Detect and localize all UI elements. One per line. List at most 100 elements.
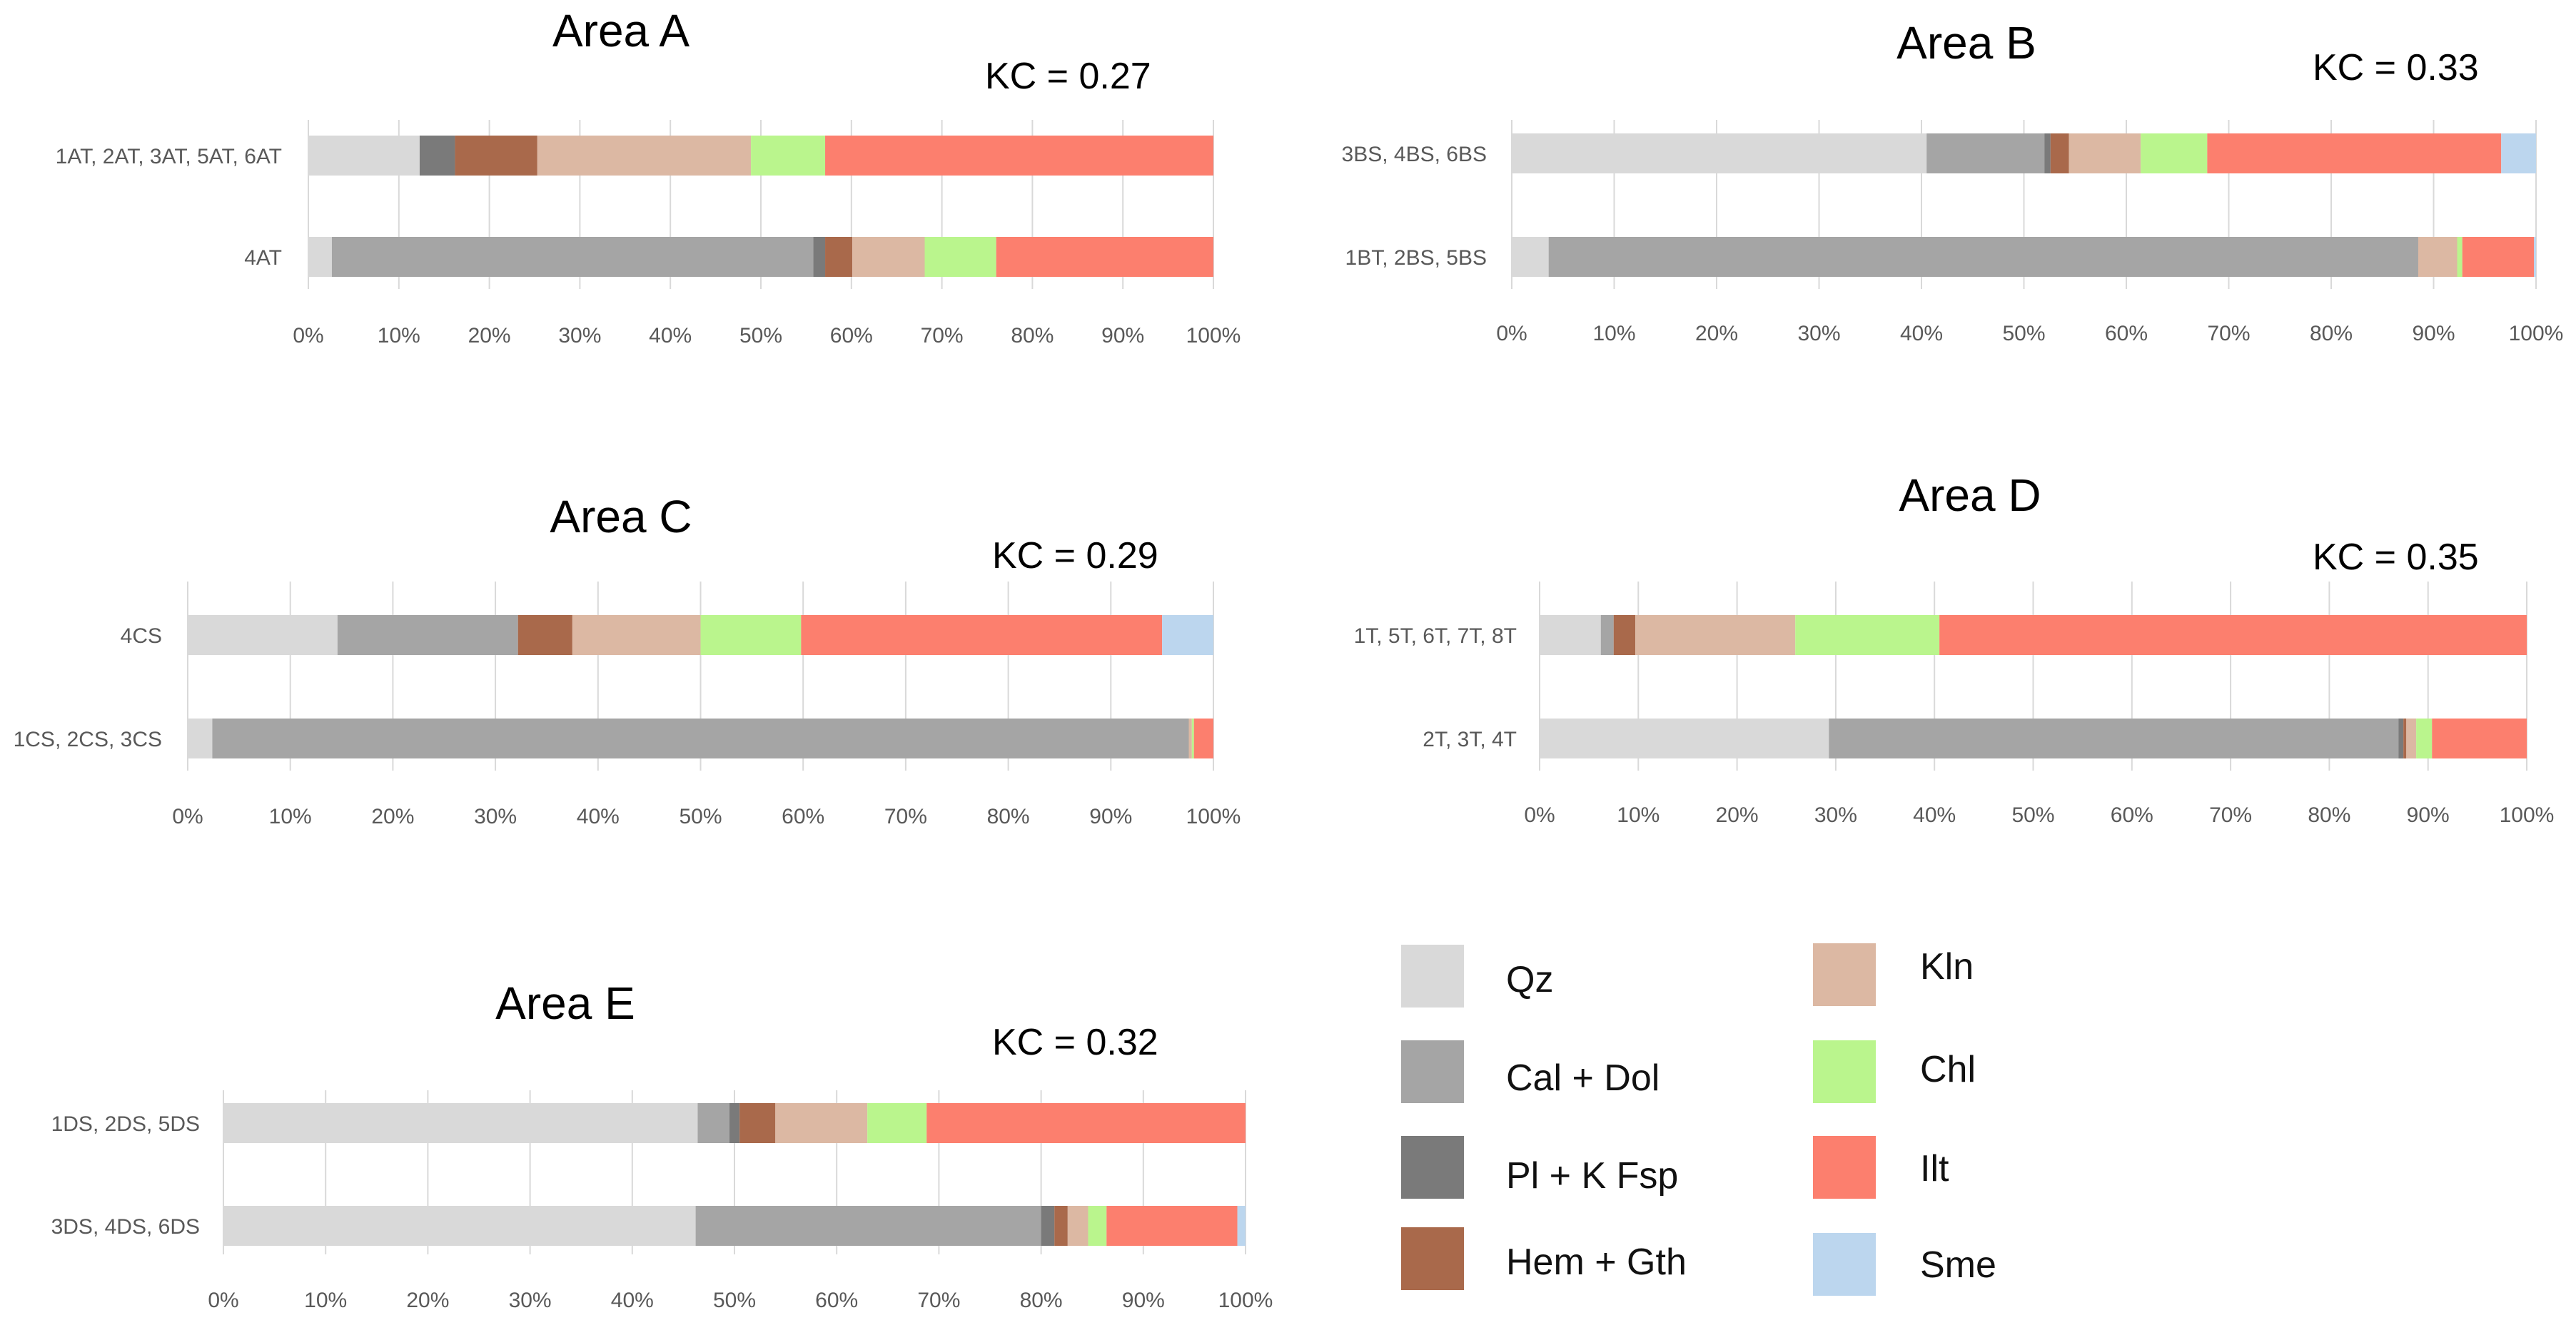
bar-segment-cal-dol: [212, 719, 1189, 758]
x-tick-label: 80%: [1011, 324, 1054, 347]
x-tick-label: 20%: [1695, 322, 1738, 345]
x-tick-label: 40%: [611, 1289, 654, 1312]
legend-item-sme: Sme: [1813, 1233, 1996, 1296]
x-tick-label: 0%: [172, 805, 203, 828]
x-tick-label: 90%: [1122, 1289, 1165, 1312]
bar-segment-ilt: [926, 1103, 1246, 1143]
bar-segment-qz: [223, 1103, 698, 1143]
panel-title: Area D: [1899, 469, 2041, 521]
x-tick-label: 30%: [1797, 322, 1840, 345]
x-tick-label: 40%: [649, 324, 692, 347]
bar-segment-sme: [2501, 133, 2536, 173]
bar-segment-qz: [1540, 719, 1829, 758]
bar-segment-qz: [1540, 615, 1601, 655]
bar-segment-ilt: [1939, 615, 2527, 655]
x-tick-label: 40%: [577, 805, 620, 828]
legend-item-pl-kfsp: Pl + K Fsp: [1401, 1136, 1678, 1199]
bar-segment-chl: [1191, 719, 1194, 758]
legend-item-qz: Qz: [1401, 945, 1553, 1007]
panel-title: Area A: [552, 5, 690, 56]
category-label: 1DS, 2DS, 5DS: [51, 1112, 200, 1136]
bar-segment-hem-gth: [2403, 719, 2407, 758]
bar-segment-hem-gth: [825, 237, 853, 277]
bar-segment-kln: [1635, 615, 1796, 655]
panel-area-d: 0% 10% 20% 30% 40% 50% 60% 70% 80% 90% 100% Area D K…: [1354, 469, 2555, 827]
category-label: 4CS: [121, 624, 162, 648]
legend-label-chl: Chl: [1920, 1049, 1976, 1090]
x-tick-label: 60%: [2105, 322, 2148, 345]
legend-item-cal-dol: Cal + Dol: [1401, 1040, 1660, 1103]
bar-segment-sme: [1162, 615, 1213, 655]
bar-segment-qz: [308, 237, 332, 277]
x-tick-label: 50%: [739, 324, 782, 347]
bar-segment-pl-k-fsp: [2044, 133, 2051, 173]
panel-title: Area B: [1896, 17, 2036, 68]
x-tick-label: 100%: [1218, 1289, 1273, 1312]
bar-segment-cal-dol: [1548, 237, 2418, 277]
kc-annotation: KC = 0.32: [992, 1022, 1158, 1063]
bar-segment-kln: [2418, 237, 2458, 277]
x-tick-label: 10%: [1617, 803, 1660, 827]
bar-segment-chl: [2141, 133, 2208, 173]
x-tick-label: 10%: [269, 805, 312, 828]
panel-area-e: 0% 10% 20% 30% 40% 50% 60% 70% 80% 90% 100% Area E K…: [51, 978, 1273, 1312]
bar-segment-qz: [188, 719, 213, 758]
x-tick-label: 80%: [2310, 322, 2353, 345]
x-tick-label: 0%: [208, 1289, 238, 1312]
bar-segment-qz: [1512, 133, 1927, 173]
x-tick-label: 20%: [468, 324, 511, 347]
bar-segment-chl: [751, 136, 826, 176]
panel-title: Area E: [495, 978, 635, 1029]
bar-segment-cal-dol: [697, 1103, 729, 1143]
bar-segment-kln: [1188, 719, 1192, 758]
bar-segment-qz: [1512, 237, 1549, 277]
x-tick-label: 90%: [1101, 324, 1144, 347]
bar-segment-ilt: [1106, 1206, 1238, 1246]
bar-segment-chl: [2416, 719, 2433, 758]
bar-segment-kln: [852, 237, 925, 277]
x-tick-label: 40%: [1913, 803, 1956, 827]
bar-segment-cal-dol: [695, 1206, 1041, 1246]
bar-segment-ilt: [2207, 133, 2502, 173]
x-tick-label: 10%: [378, 324, 420, 347]
legend-swatch-qz: [1401, 945, 1464, 1007]
x-tick-label: 70%: [884, 805, 927, 828]
x-tick-label: 30%: [558, 324, 601, 347]
bar-segment-hem-gth: [1054, 1206, 1068, 1246]
legend-label-hem-gth: Hem + Gth: [1506, 1242, 1687, 1283]
x-tick-label: 60%: [815, 1289, 858, 1312]
bar-segment-ilt: [1193, 719, 1213, 758]
bar-segment-pl-k-fsp: [2398, 719, 2404, 758]
legend-label-ilt: Ilt: [1920, 1148, 1949, 1189]
bar-segment-cal-dol: [331, 237, 814, 277]
bar-segment-ilt: [996, 237, 1213, 277]
bar-segment-chl: [700, 615, 802, 655]
bar-segment-kln: [775, 1103, 868, 1143]
kc-annotation: KC = 0.27: [985, 56, 1151, 97]
bar-segment-chl: [2457, 237, 2463, 277]
bar-segment-pl-k-fsp: [419, 136, 455, 176]
x-tick-label: 50%: [2011, 803, 2054, 827]
legend-item-chl: Chl: [1813, 1040, 1976, 1103]
x-tick-label: 90%: [2407, 803, 2450, 827]
x-tick-label: 10%: [1592, 322, 1635, 345]
x-tick-label: 100%: [1186, 324, 1241, 347]
legend-swatch-sme: [1813, 1233, 1876, 1296]
x-tick-label: 70%: [921, 324, 964, 347]
bar-segment-kln: [2069, 133, 2141, 173]
x-tick-label: 60%: [782, 805, 824, 828]
kc-annotation: KC = 0.33: [2313, 47, 2479, 88]
x-tick-label: 80%: [1020, 1289, 1063, 1312]
bar-segment-hem-gth: [455, 136, 537, 176]
x-tick-label: 100%: [1186, 805, 1241, 828]
bar-segment-pl-k-fsp: [813, 237, 826, 277]
x-tick-label: 50%: [2002, 322, 2045, 345]
x-tick-label: 60%: [2111, 803, 2153, 827]
bar-segment-chl: [1795, 615, 1940, 655]
x-tick-label: 20%: [406, 1289, 449, 1312]
category-label: 1CS, 2CS, 3CS: [14, 728, 162, 751]
bar-segment-hem-gth: [1613, 615, 1636, 655]
x-tick-label: 0%: [1496, 322, 1527, 345]
bar-segment-cal-dol: [1926, 133, 2045, 173]
